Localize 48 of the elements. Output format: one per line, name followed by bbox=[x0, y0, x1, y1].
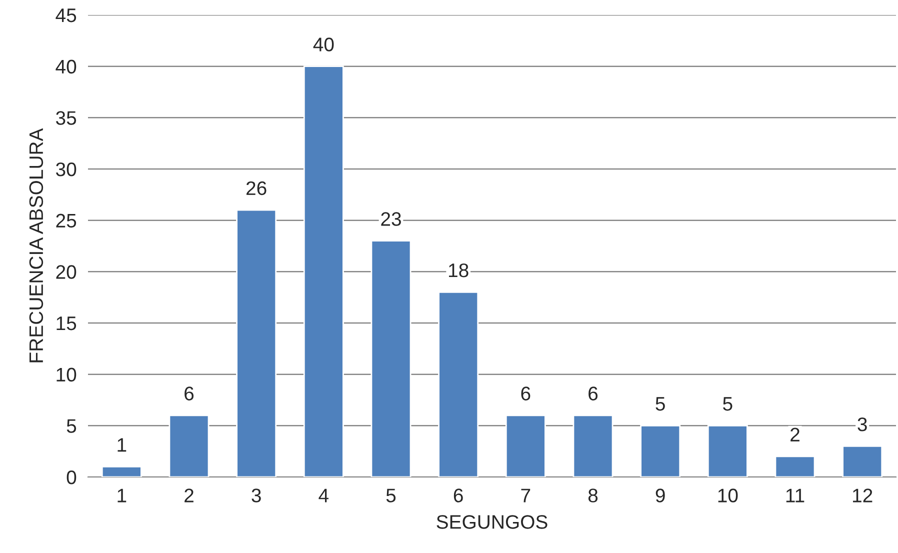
x-tick-label: 7 bbox=[521, 488, 530, 502]
bar bbox=[707, 424, 748, 477]
y-tick-label: 5 bbox=[66, 419, 76, 433]
data-label: 2 bbox=[790, 428, 800, 442]
x-tick-label: 2 bbox=[184, 488, 194, 502]
y-tick-label: 15 bbox=[56, 316, 76, 330]
bar bbox=[168, 414, 210, 477]
bar bbox=[101, 466, 142, 477]
y-tick-label: 0 bbox=[66, 470, 76, 484]
y-tick-label: 10 bbox=[56, 368, 76, 382]
x-axis-title: SEGUNGOS bbox=[436, 515, 548, 529]
bar bbox=[236, 209, 277, 477]
data-label: 5 bbox=[656, 397, 665, 411]
y-tick-label: 45 bbox=[56, 8, 76, 22]
bar bbox=[505, 414, 546, 477]
bar bbox=[774, 456, 816, 477]
y-tick-label: 35 bbox=[56, 111, 76, 125]
x-tick-label: 1 bbox=[118, 488, 126, 502]
bar bbox=[370, 240, 412, 477]
x-tick-label: 10 bbox=[718, 488, 738, 502]
x-tick-label: 9 bbox=[656, 488, 665, 502]
x-tick-label: 12 bbox=[853, 488, 872, 502]
data-label: 5 bbox=[723, 397, 732, 411]
y-axis-title: FRECUENCIA ABSOLURA bbox=[29, 128, 44, 362]
y-tick-label: 40 bbox=[56, 60, 76, 74]
data-label: 6 bbox=[184, 386, 194, 400]
x-tick-label: 8 bbox=[588, 488, 598, 502]
x-tick-label: 3 bbox=[252, 488, 261, 502]
data-label: 26 bbox=[246, 181, 266, 196]
y-tick-label: 25 bbox=[56, 214, 76, 228]
x-tick-label: 4 bbox=[318, 488, 329, 502]
bar bbox=[303, 66, 344, 477]
bar bbox=[842, 446, 883, 477]
x-tick-label: 11 bbox=[786, 488, 804, 502]
data-label: 23 bbox=[381, 212, 401, 226]
bar bbox=[572, 414, 614, 477]
x-tick-label: 5 bbox=[386, 488, 396, 502]
x-tick-label: 6 bbox=[454, 488, 463, 502]
bar bbox=[640, 424, 681, 477]
data-label: 40 bbox=[313, 38, 334, 52]
data-label: 6 bbox=[588, 386, 598, 400]
data-label: 1 bbox=[118, 438, 126, 452]
y-tick-label: 30 bbox=[56, 162, 76, 176]
data-label: 3 bbox=[858, 417, 867, 432]
y-tick-label: 20 bbox=[56, 265, 76, 279]
data-label: 6 bbox=[521, 386, 530, 400]
bar bbox=[438, 292, 479, 477]
data-label: 18 bbox=[449, 263, 468, 278]
